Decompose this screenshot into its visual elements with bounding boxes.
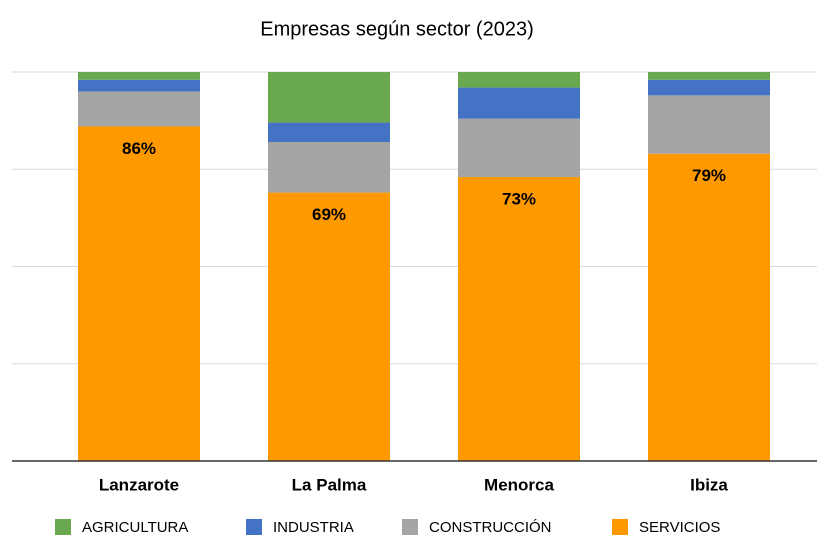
bar-segment: [648, 72, 770, 80]
bar-segment: [648, 153, 770, 461]
bar-segment: [78, 91, 200, 127]
x-tick-label: Menorca: [484, 475, 554, 494]
chart-title: Empresas según sector (2023): [260, 18, 533, 40]
data-label: 79%: [692, 166, 726, 185]
data-label: 86%: [122, 139, 156, 158]
bar-segment: [78, 79, 200, 92]
bar-segment: [458, 87, 580, 119]
legend-label: CONSTRUCCIÓN: [429, 519, 552, 536]
x-tick-label: Ibiza: [690, 475, 728, 494]
bar-segment: [458, 72, 580, 88]
bar-segment: [78, 126, 200, 462]
x-tick-label: La Palma: [292, 475, 367, 494]
data-label: 73%: [502, 190, 536, 209]
legend-label: INDUSTRIA: [273, 519, 354, 536]
legend-swatch: [402, 519, 418, 535]
legend-swatch: [55, 519, 71, 535]
bar-segment: [78, 72, 200, 80]
bar-segment: [458, 177, 580, 461]
bar-segment: [268, 142, 390, 193]
data-label: 69%: [312, 205, 346, 224]
bar-segment: [268, 192, 390, 461]
bar-segment: [268, 122, 390, 143]
x-tick-label: Lanzarote: [99, 475, 179, 494]
bar-segment: [648, 79, 770, 96]
bar-segment: [458, 118, 580, 178]
legend-swatch: [246, 519, 262, 535]
legend-label: AGRICULTURA: [82, 519, 188, 536]
bar-segment: [268, 72, 390, 123]
bar-segment: [648, 95, 770, 154]
legend-label: SERVICIOS: [639, 519, 720, 536]
legend-swatch: [612, 519, 628, 535]
